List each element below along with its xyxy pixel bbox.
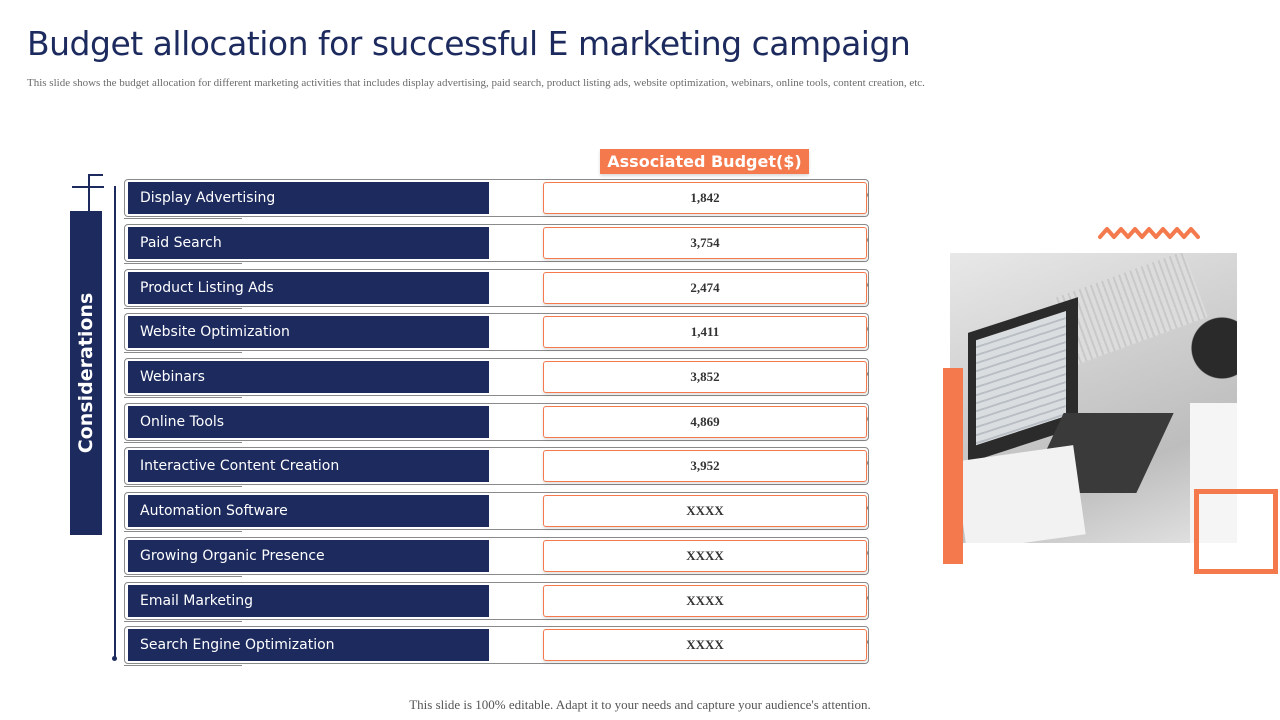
page-subtitle: This slide shows the budget allocation f… — [27, 77, 925, 89]
connector-top-h2 — [88, 174, 103, 176]
row-value: 1,411 — [543, 316, 867, 348]
footer-note: This slide is 100% editable. Adapt it to… — [409, 697, 871, 712]
connector-top-v — [88, 174, 90, 211]
table-row: Interactive Content Creation 3,952 — [124, 447, 874, 487]
row-value: 3,952 — [543, 450, 867, 482]
row-label: Email Marketing — [128, 585, 489, 617]
row-label: Website Optimization — [128, 316, 489, 348]
row-value: XXXX — [543, 540, 867, 572]
table-row: Search Engine Optimization XXXX — [124, 626, 874, 666]
connector-spine — [114, 186, 116, 658]
table-row: Website Optimization 1,411 — [124, 313, 874, 353]
row-underline — [124, 263, 242, 264]
row-value: 3,852 — [543, 361, 867, 393]
row-value: XXXX — [543, 585, 867, 617]
row-label: Search Engine Optimization — [128, 629, 489, 661]
row-underline — [124, 486, 242, 487]
row-label: Automation Software — [128, 495, 489, 527]
row-value: 3,754 — [543, 227, 867, 259]
row-value: XXXX — [543, 629, 867, 661]
table-row: Display Advertising 1,842 — [124, 179, 874, 219]
row-label: Product Listing Ads — [128, 272, 489, 304]
zigzag-decoration-icon — [1098, 227, 1200, 239]
row-value: 2,474 — [543, 272, 867, 304]
row-label: Online Tools — [128, 406, 489, 438]
table-row: Automation Software XXXX — [124, 492, 874, 532]
connector-end-dot — [112, 656, 117, 661]
row-underline — [124, 576, 242, 577]
considerations-label: Considerations — [75, 292, 97, 454]
row-underline — [124, 308, 242, 309]
row-label: Interactive Content Creation — [128, 450, 489, 482]
table-row: Webinars 3,852 — [124, 358, 874, 398]
row-underline — [124, 531, 242, 532]
row-label: Growing Organic Presence — [128, 540, 489, 572]
row-underline — [124, 665, 242, 666]
table-row: Product Listing Ads 2,474 — [124, 269, 874, 309]
table-row: Email Marketing XXXX — [124, 582, 874, 622]
row-underline — [124, 442, 242, 443]
table-row: Online Tools 4,869 — [124, 403, 874, 443]
row-underline — [124, 352, 242, 353]
row-label: Webinars — [128, 361, 489, 393]
orange-accent-bar — [943, 368, 963, 564]
row-label: Paid Search — [128, 227, 489, 259]
table-row: Growing Organic Presence XXXX — [124, 537, 874, 577]
page-title: Budget allocation for successful E marke… — [27, 24, 911, 63]
row-value: 1,842 — [543, 182, 867, 214]
row-label: Display Advertising — [128, 182, 489, 214]
row-underline — [124, 397, 242, 398]
considerations-bar: Considerations — [70, 211, 102, 535]
row-underline — [124, 218, 242, 219]
table-row: Paid Search 3,754 — [124, 224, 874, 264]
orange-accent-square — [1194, 489, 1278, 574]
row-value: XXXX — [543, 495, 867, 527]
associated-budget-header: Associated Budget($) — [600, 149, 809, 174]
row-underline — [124, 621, 242, 622]
photo-paper — [954, 445, 1086, 543]
row-value: 4,869 — [543, 406, 867, 438]
